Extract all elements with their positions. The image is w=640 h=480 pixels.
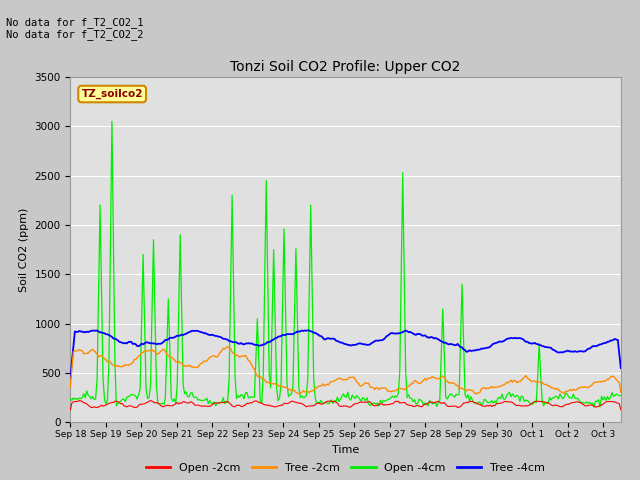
X-axis label: Time: Time [332,444,359,455]
Y-axis label: Soil CO2 (ppm): Soil CO2 (ppm) [19,207,29,292]
Text: No data for f_T2_CO2_1: No data for f_T2_CO2_1 [6,17,144,28]
Title: Tonzi Soil CO2 Profile: Upper CO2: Tonzi Soil CO2 Profile: Upper CO2 [230,60,461,74]
Text: TZ_soilco2: TZ_soilco2 [81,89,143,99]
Text: No data for f_T2_CO2_2: No data for f_T2_CO2_2 [6,29,144,40]
Legend: Open -2cm, Tree -2cm, Open -4cm, Tree -4cm: Open -2cm, Tree -2cm, Open -4cm, Tree -4… [141,458,550,477]
